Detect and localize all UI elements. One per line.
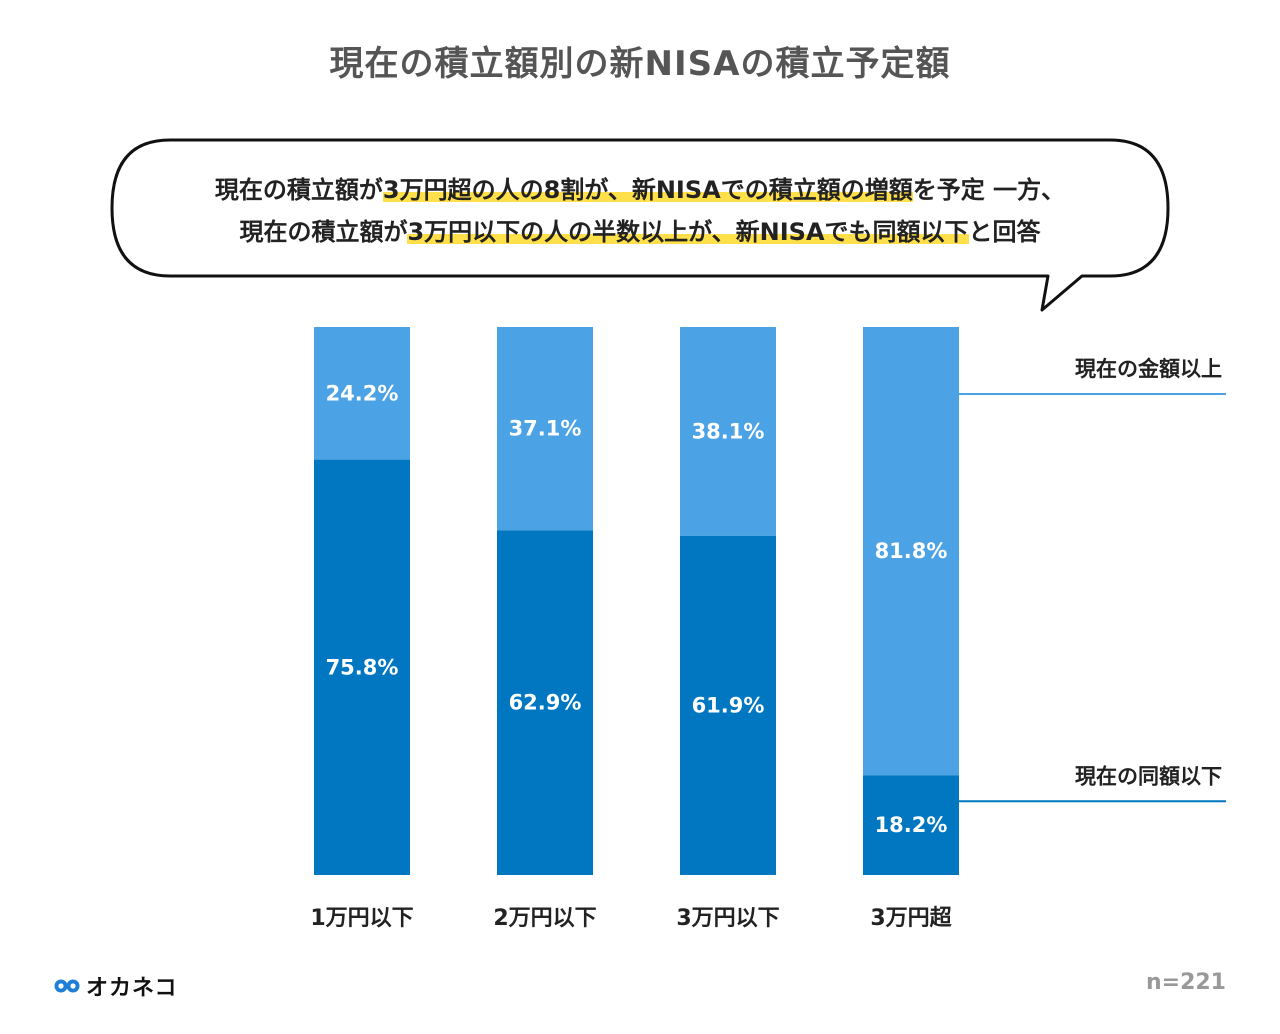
sample-size: n=221: [1145, 970, 1226, 995]
bar-value-label-upper: 38.1%: [692, 419, 765, 443]
bar-value-label-upper: 24.2%: [326, 381, 399, 405]
brand-logo: オカネコ: [54, 970, 178, 1002]
category-label: 1万円以下: [310, 906, 413, 931]
callout-line-2-end: と回答: [968, 218, 1041, 246]
legend-label-lower: 現在の同額以下: [1075, 764, 1222, 788]
bar-value-label-upper: 37.1%: [509, 417, 582, 441]
bar-value-label-lower: 61.9%: [692, 693, 765, 717]
bar-segment-upper: [497, 327, 593, 531]
bar-segment-lower: [863, 775, 959, 875]
callout-line-1-end: を予定 一方、: [912, 176, 1066, 204]
bar-segment-upper: [863, 327, 959, 776]
bar-segment-lower: [680, 535, 776, 875]
category-label: 3万円以下: [676, 906, 779, 931]
bar-value-label-upper: 81.8%: [875, 539, 948, 563]
category-label: 2万円以下: [493, 906, 596, 931]
chart-title: 現在の積立額別の新NISAの積立予定額: [329, 44, 951, 84]
bar-value-label-lower: 18.2%: [875, 813, 948, 837]
callout-line-2: 現在の積立額が3万円以下の人の半数以上が、新NISAでも同額以下と回答: [140, 212, 1140, 247]
bar-value-label-lower: 62.9%: [509, 691, 582, 715]
callout-line-1-start: 現在の積立額が: [214, 176, 383, 204]
callout-line-1-highlight: 3万円超の人の8割が、新NISAでの積立額の増額: [382, 176, 913, 204]
legend-label-upper: 現在の金額以上: [1075, 357, 1222, 381]
okaneko-logo-icon: [54, 979, 80, 993]
bar-segment-lower: [314, 459, 410, 875]
callout-line-2-highlight: 3万円以下の人の半数以上が、新NISAでも同額以下: [407, 218, 969, 246]
callout-line-2-start: 現在の積立額が: [239, 218, 408, 246]
callout-line-1: 現在の積立額が3万円超の人の8割が、新NISAでの積立額の増額を予定 一方、: [140, 170, 1140, 205]
category-label: 3万円超: [870, 906, 952, 931]
brand-name: オカネコ: [86, 976, 178, 1001]
bar-segment-upper: [680, 327, 776, 536]
bar-segment-lower: [497, 530, 593, 875]
bar-value-label-lower: 75.8%: [326, 655, 399, 679]
bar-segment-upper: [314, 327, 410, 460]
